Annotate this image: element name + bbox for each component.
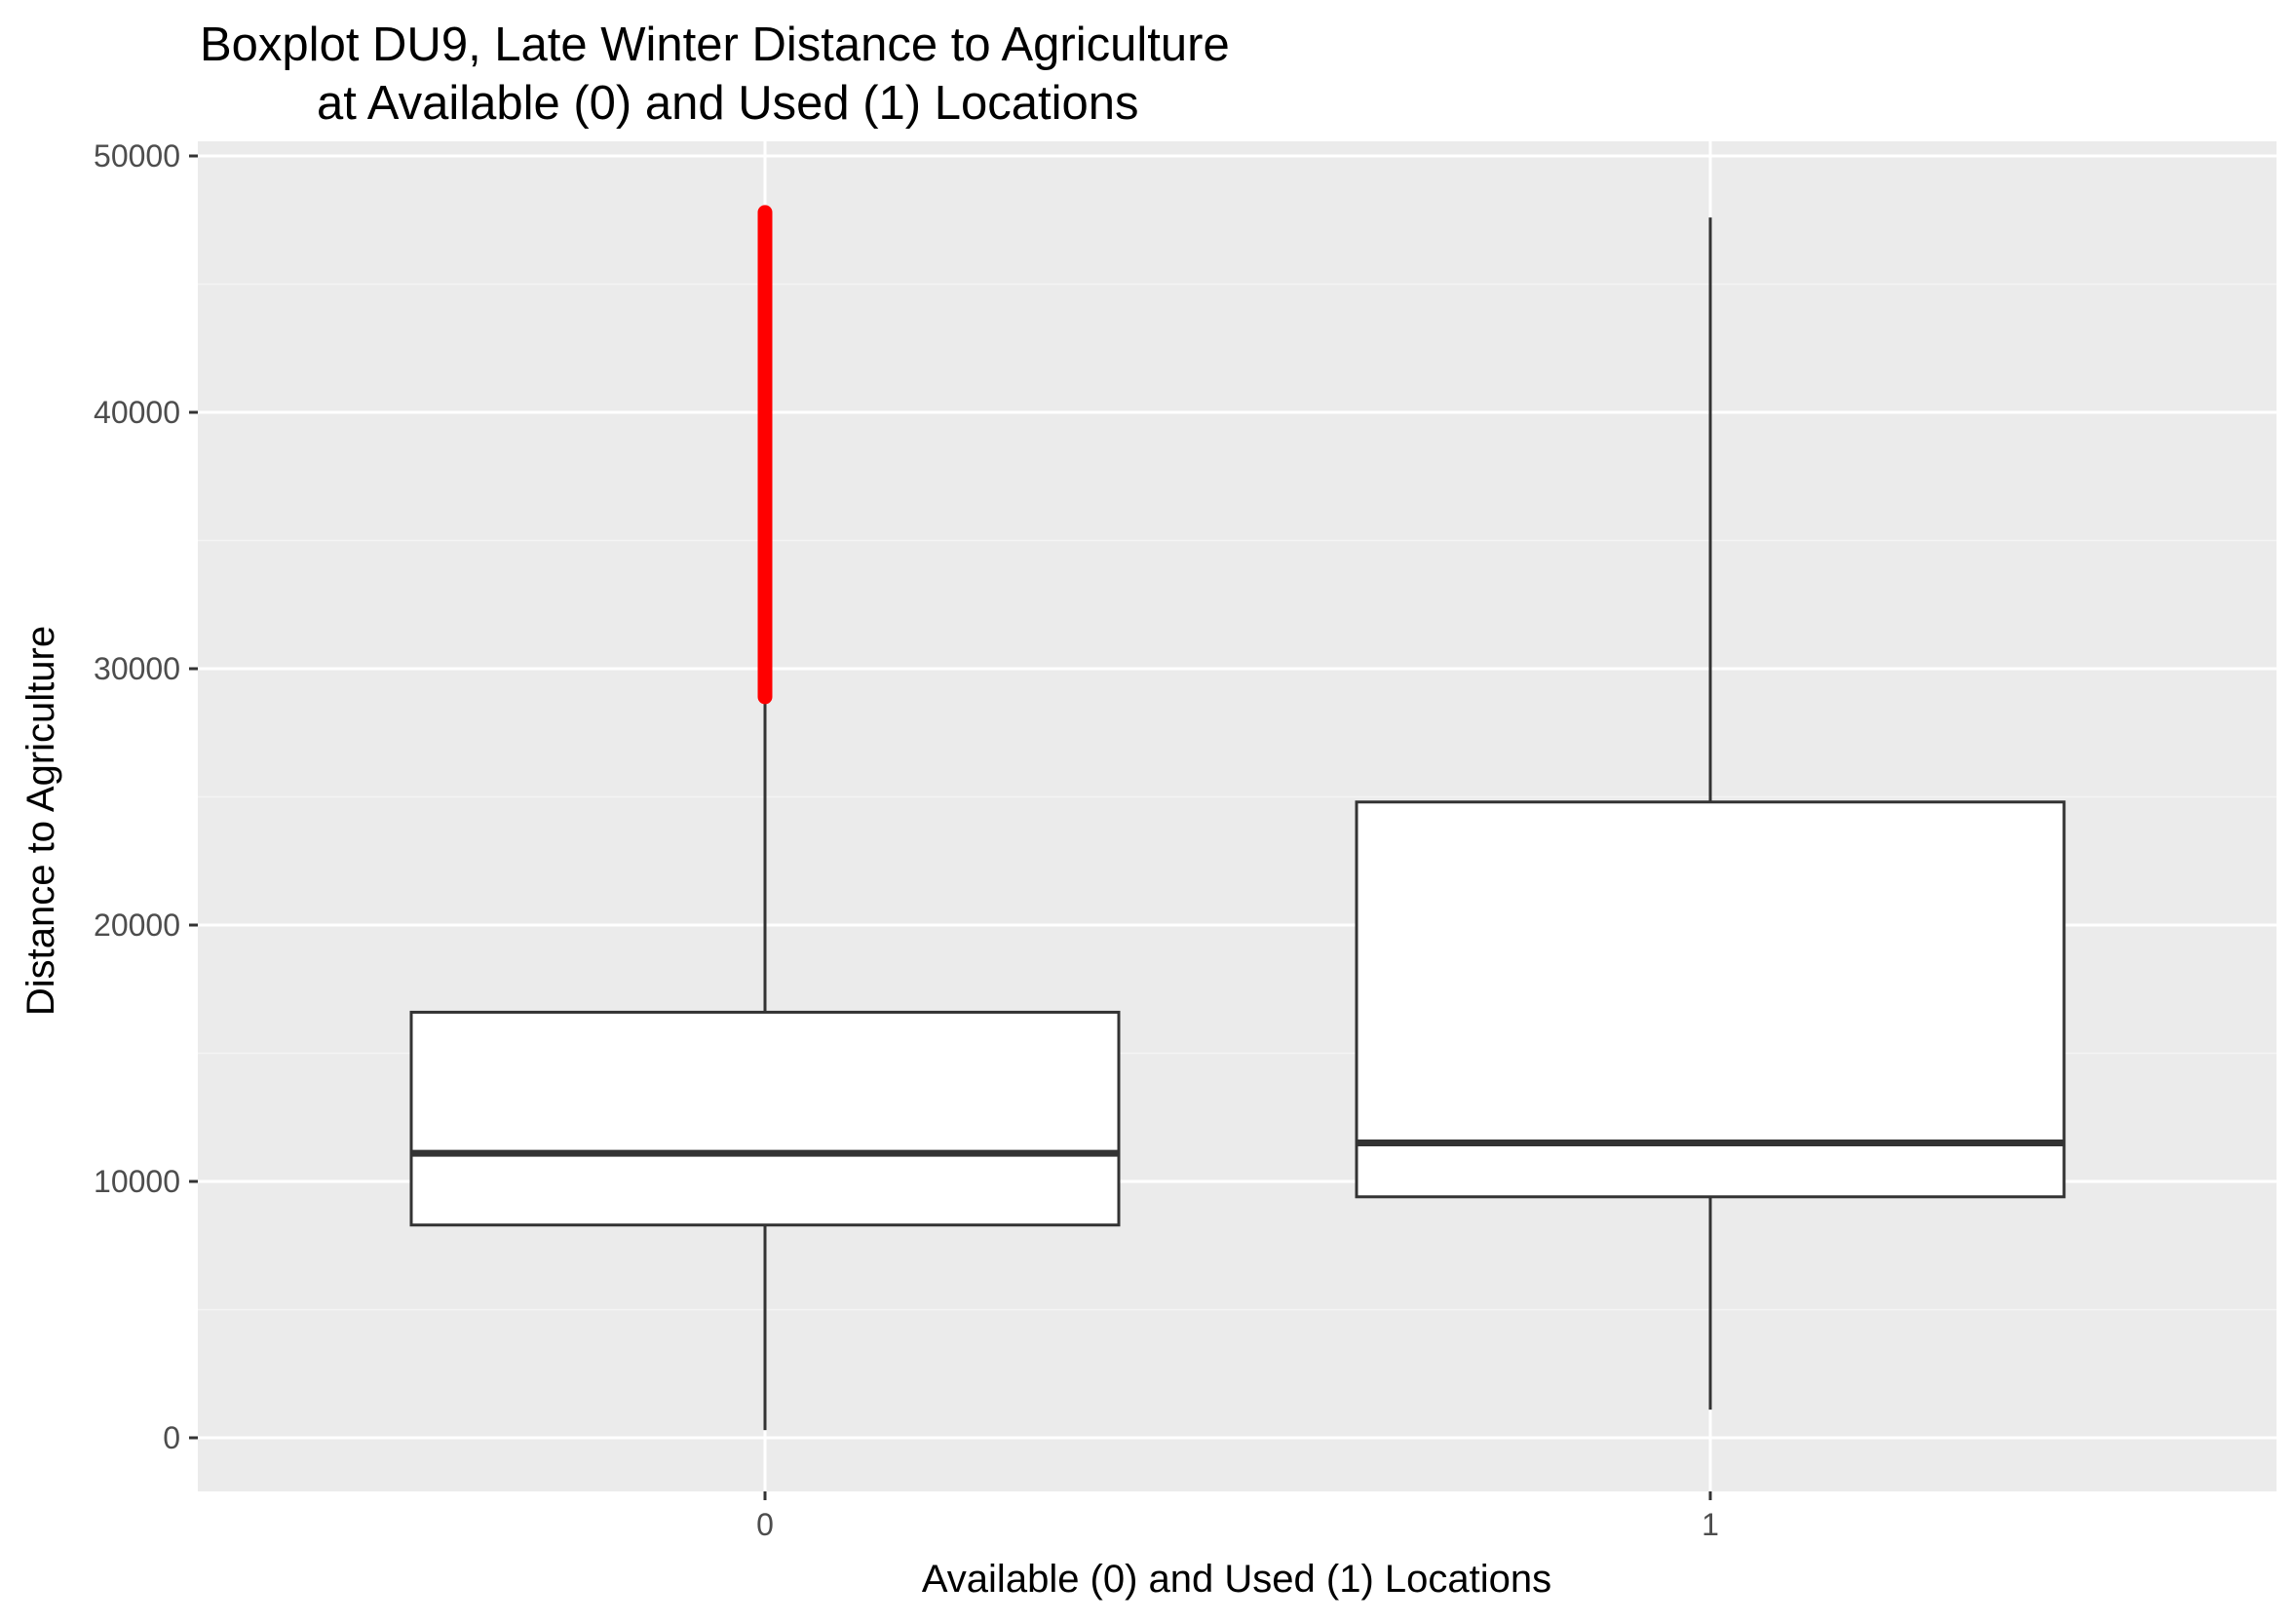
y-tick-label: 30000 [94, 651, 180, 686]
y-tick-label: 50000 [94, 138, 180, 174]
chart-subtitle: at Available (0) and Used (1) Locations [317, 77, 1138, 130]
box-rect [409, 1010, 1121, 1227]
y-tick-label: 20000 [94, 908, 180, 943]
boxplot-series [409, 205, 2066, 1431]
x-axis-title: Available (0) and Used (1) Locations [922, 1558, 1551, 1601]
box-rect [1355, 800, 2066, 1199]
y-axis-ticks: 0 10000 20000 30000 40000 50000 [94, 138, 198, 1455]
y-tick-label: 0 [163, 1420, 180, 1455]
y-axis-title: Distance to Agriculture [19, 626, 62, 1016]
x-tick-label: 0 [756, 1507, 774, 1542]
chart-title: Boxplot DU9, Late Winter Distance to Agr… [200, 19, 1230, 71]
box-group [409, 205, 1121, 1431]
box-group [1355, 217, 2066, 1410]
y-tick-label: 10000 [94, 1164, 180, 1199]
x-tick-label: 1 [1702, 1507, 1719, 1542]
y-tick-label: 40000 [94, 395, 180, 430]
